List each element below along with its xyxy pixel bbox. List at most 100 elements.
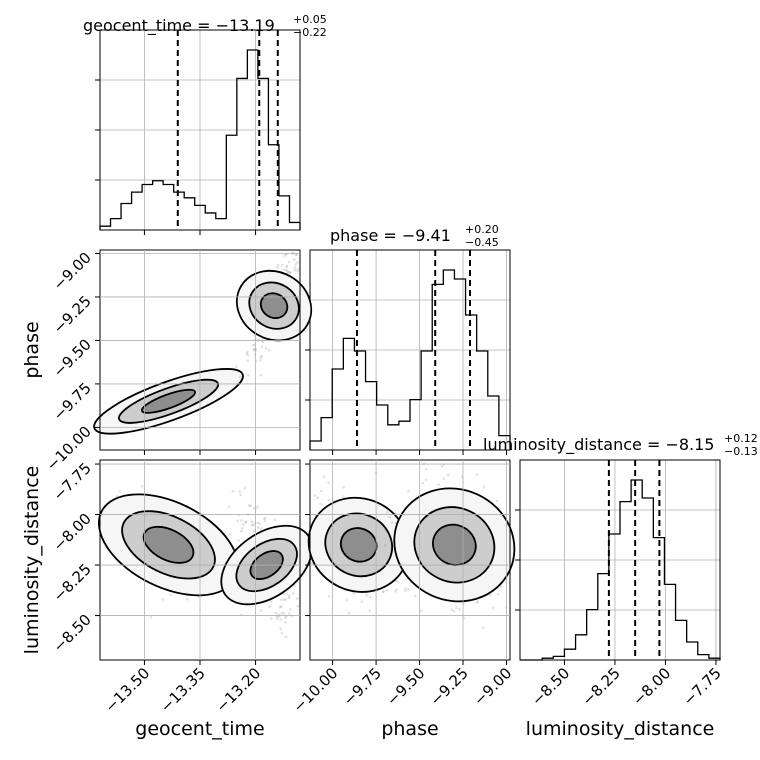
scatter-point (500, 585, 503, 588)
contour-line (248, 281, 300, 330)
scatter-point (384, 528, 387, 531)
scatter-point (491, 606, 494, 610)
scatter-point (236, 519, 239, 523)
scatter-point (495, 499, 499, 503)
scatter-point (169, 593, 172, 597)
x-tick-label-phase: −9.75 (340, 664, 385, 709)
y-tick-label-phase: −9.25 (50, 292, 95, 337)
scatter-point (264, 347, 268, 350)
scatter-point (475, 473, 479, 476)
x-tick-label-geocent-time: −13.50 (101, 664, 153, 716)
title-phase: phase = −9.41 +0.20 −0.45 (330, 223, 499, 249)
scatter-point (262, 517, 266, 520)
scatter-point (246, 353, 250, 357)
scatter-point (419, 609, 423, 613)
title-luminosity-distance-text: luminosity_distance = −8.15 (483, 435, 714, 455)
scatter-point (454, 606, 458, 610)
scatter-point (293, 268, 297, 272)
panels: −8.50 −8.25 −8.00 −7.75−10.00−9.75−9.50−9.2… (43, 29, 725, 716)
scatter-point (382, 590, 385, 593)
title-luminosity-distance-minus: −0.13 (724, 445, 758, 458)
histogram-geocent-time (99, 49, 301, 230)
scatter-point (327, 481, 330, 484)
panel-frame (519, 459, 721, 661)
y-tick-label-luminosity-distance: −8.25 (50, 560, 95, 605)
scatter-point (253, 348, 256, 352)
x-tick-label-geocent-time: −13.35 (157, 664, 209, 716)
scatter-point (258, 522, 261, 525)
scatter-point (260, 354, 263, 358)
scatter-point (259, 609, 263, 612)
scatter-point (259, 358, 262, 362)
scatter-panel-luminosity-distance-vs-geocent-time (97, 459, 313, 661)
scatter-point (231, 489, 235, 493)
scatter-point (287, 594, 291, 598)
scatter-point (342, 485, 345, 489)
scatter-point (284, 598, 287, 601)
title-geocent-time-plus: +0.05 (293, 13, 327, 26)
scatter-point (458, 607, 461, 611)
scatter-point (288, 270, 292, 274)
scatter-point (246, 350, 249, 354)
scatter-point (404, 587, 407, 590)
scatter-point (342, 495, 346, 498)
y-tick-label-luminosity-distance: −8.00 (50, 510, 95, 555)
title-geocent-time-text: geocent_time = −13.19 (83, 16, 275, 36)
x-tick-label-geocent-time: −13.20 (212, 664, 264, 716)
scatter-point (282, 598, 286, 601)
scatter-point (270, 617, 273, 620)
scatter-point (442, 477, 446, 480)
scatter-point (476, 600, 479, 603)
scatter-point (237, 539, 241, 542)
xlabel-luminosity-distance: luminosity_distance (526, 718, 715, 740)
scatter-point (404, 589, 407, 592)
panel-frame (309, 459, 511, 661)
histogram-panel-phase (305, 249, 511, 455)
scatter-point (246, 359, 249, 362)
contour-fill (260, 293, 288, 319)
scatter-point (118, 490, 122, 493)
scatter-point (421, 481, 425, 485)
scatter-point (240, 527, 244, 530)
contour-line (118, 378, 220, 424)
scatter-point (345, 598, 349, 602)
scatter-point (475, 601, 479, 604)
scatter-point (244, 520, 248, 524)
scatter-point (247, 373, 250, 377)
scatter-point (396, 580, 400, 584)
scatter-point (462, 616, 466, 620)
scatter-point (395, 588, 398, 591)
scatter-point (269, 600, 273, 604)
scatter-point (280, 263, 284, 267)
scatter-point (284, 616, 287, 620)
scatter-point (406, 588, 410, 592)
scatter-point (360, 600, 364, 603)
x-tick-label-phase: −10.00 (289, 664, 341, 716)
scatter-point (280, 605, 283, 608)
scatter-point (280, 631, 284, 635)
scatter-point (424, 478, 428, 482)
scatter-point (385, 588, 389, 592)
contour-line (235, 537, 298, 593)
scatter-point (292, 251, 295, 255)
scatter-point (282, 611, 286, 615)
scatter-point (365, 594, 368, 597)
xlabel-phase: phase (381, 718, 438, 740)
scatter-point (239, 493, 242, 497)
scatter-point (276, 266, 279, 269)
histogram-luminosity-distance (520, 479, 721, 661)
scatter-point (295, 597, 299, 600)
scatter-point (450, 608, 454, 612)
scatter-point (285, 265, 288, 269)
x-tick-label-phase: −9.00 (470, 664, 515, 709)
contour-line (324, 512, 393, 578)
scatter-point (414, 594, 417, 598)
scatter-point (251, 343, 255, 347)
scatter-point (383, 544, 387, 547)
contour-line (249, 550, 284, 580)
contour-line (259, 292, 289, 319)
scatter-point (235, 365, 238, 368)
scatter-point (238, 490, 241, 493)
contour-fill (340, 528, 377, 562)
